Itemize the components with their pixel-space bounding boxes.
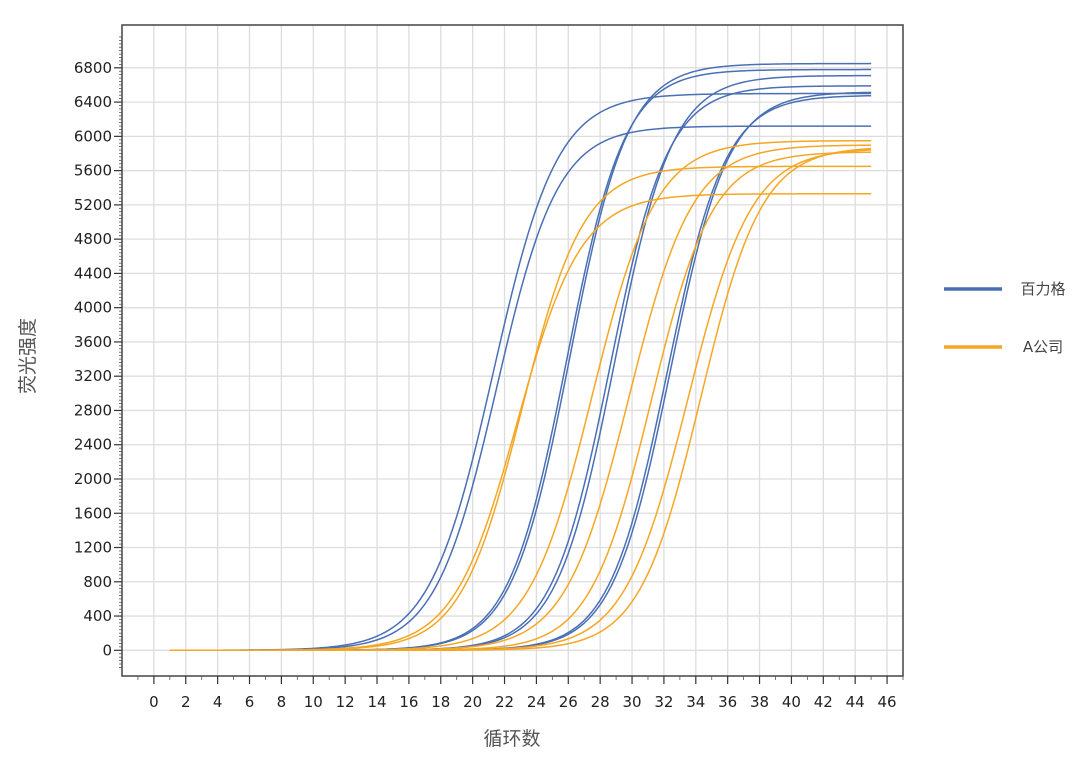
- y-tick-label: 5600: [74, 162, 112, 180]
- x-tick-label: 46: [878, 693, 897, 711]
- x-tick-label: 30: [622, 693, 641, 711]
- y-tick-label: 1600: [74, 504, 112, 522]
- y-tick-label: 2000: [74, 470, 112, 488]
- y-tick-label: 4800: [74, 230, 112, 248]
- y-tick-label: 0: [102, 641, 112, 659]
- x-tick-label: 24: [527, 693, 546, 711]
- x-tick-label: 40: [782, 693, 801, 711]
- y-tick-label: 4400: [74, 264, 112, 282]
- x-tick-label: 0: [149, 693, 159, 711]
- plot-frame: [121, 24, 904, 677]
- axes: 0400800120016002000240028003200360040004…: [74, 36, 904, 711]
- y-tick-label: 1200: [74, 539, 112, 557]
- y-tick-label: 5200: [74, 196, 112, 214]
- y-tick-label: 400: [83, 607, 112, 625]
- curve-series1-8: [169, 91, 872, 652]
- y-tick-label: 6000: [74, 127, 112, 145]
- curve-series1-3: [169, 68, 872, 652]
- y-axis-title: 荧光强度: [17, 318, 39, 394]
- x-tick-label: 20: [463, 693, 482, 711]
- x-tick-label: 8: [277, 693, 287, 711]
- x-tick-label: 34: [686, 693, 705, 711]
- curve-series2-7: [169, 147, 872, 652]
- y-tick-label: 2800: [74, 401, 112, 419]
- legend: 百力格 A公司: [944, 280, 1066, 356]
- x-tick-label: 16: [399, 693, 418, 711]
- x-tick-label: 36: [718, 693, 737, 711]
- x-tick-label: 22: [495, 693, 514, 711]
- x-tick-label: 26: [559, 693, 578, 711]
- y-tick-label: 2400: [74, 436, 112, 454]
- x-tick-label: 2: [181, 693, 191, 711]
- x-tick-label: 44: [846, 693, 865, 711]
- x-tick-label: 12: [336, 693, 355, 711]
- y-tick-label: 4000: [74, 299, 112, 317]
- y-tick-label: 800: [83, 573, 112, 591]
- curve-series2-3: [169, 139, 872, 652]
- curves: [169, 62, 872, 652]
- legend-label-2: A公司: [1023, 338, 1063, 356]
- x-tick-label: 18: [431, 693, 450, 711]
- curve-series2-6: [169, 149, 872, 652]
- curve-series2-5: [169, 151, 872, 652]
- x-tick-label: 32: [654, 693, 673, 711]
- x-axis-title: 循环数: [483, 728, 540, 750]
- x-tick-label: 6: [245, 693, 255, 711]
- x-tick-label: 28: [591, 693, 610, 711]
- y-tick-label: 3200: [74, 367, 112, 385]
- x-tick-label: 38: [750, 693, 769, 711]
- x-tick-label: 10: [304, 693, 323, 711]
- legend-label-1: 百力格: [1020, 280, 1065, 298]
- curve-series1-6: [169, 74, 872, 652]
- curve-series1-2: [169, 92, 872, 652]
- curve-series2-4: [169, 144, 872, 652]
- y-tick-label: 6800: [74, 59, 112, 77]
- x-tick-label: 42: [814, 693, 833, 711]
- x-tick-label: 4: [213, 693, 223, 711]
- x-tick-label: 14: [367, 693, 386, 711]
- y-tick-label: 6400: [74, 93, 112, 111]
- y-tick-label: 3600: [74, 333, 112, 351]
- curve-series1-7: [169, 94, 872, 652]
